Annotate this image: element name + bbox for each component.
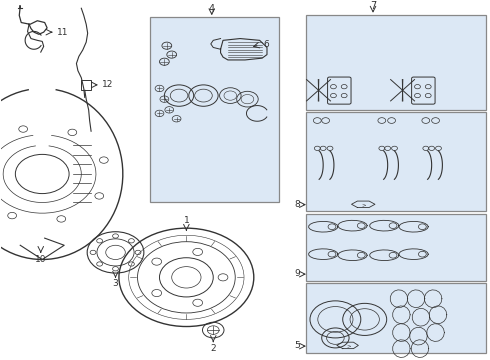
Text: 7: 7	[370, 1, 376, 12]
Text: 10: 10	[35, 255, 47, 264]
Text: 9: 9	[294, 269, 300, 278]
Text: 4: 4	[209, 4, 215, 14]
Text: 5: 5	[294, 341, 300, 350]
Text: 6: 6	[263, 40, 269, 49]
Bar	[81, 80, 91, 90]
Text: >: >	[346, 343, 351, 348]
Text: 1: 1	[183, 216, 189, 225]
Bar	[150, 17, 279, 202]
Text: 3: 3	[113, 279, 119, 288]
Bar	[306, 214, 486, 281]
Bar	[306, 283, 486, 353]
Text: 2: 2	[210, 344, 216, 353]
Text: 8: 8	[294, 200, 300, 209]
Bar	[306, 15, 486, 110]
Text: >: >	[362, 202, 367, 207]
Text: 11: 11	[57, 28, 69, 37]
Text: 12: 12	[102, 80, 114, 89]
Bar	[306, 112, 486, 211]
